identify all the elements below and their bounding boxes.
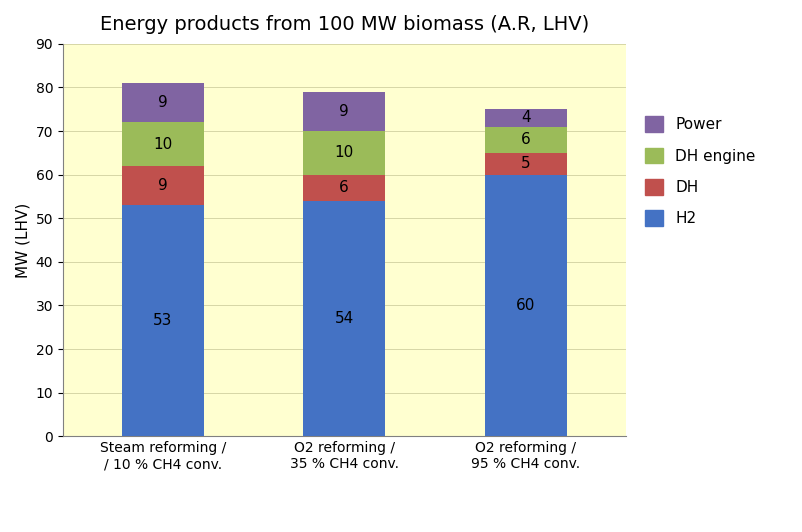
Text: 10: 10	[153, 137, 172, 152]
Bar	[122, 83, 204, 122]
Bar	[485, 109, 566, 127]
Legend: Power, DH engine, DH, H2: Power, DH engine, DH, H2	[639, 110, 762, 232]
Text: 9: 9	[339, 104, 349, 119]
Bar	[303, 131, 385, 174]
Text: 53: 53	[153, 313, 172, 328]
Title: Energy products from 100 MW biomass (A.R, LHV): Energy products from 100 MW biomass (A.R…	[99, 15, 589, 34]
Bar	[303, 201, 385, 436]
Text: 6: 6	[339, 180, 349, 195]
Text: 6: 6	[520, 132, 531, 147]
Bar	[485, 153, 566, 174]
Text: 54: 54	[334, 311, 354, 326]
Bar	[122, 205, 204, 436]
Text: 9: 9	[158, 95, 168, 110]
Text: 10: 10	[334, 145, 354, 160]
Bar	[485, 127, 566, 153]
Bar	[485, 174, 566, 436]
Bar	[303, 174, 385, 201]
Text: 9: 9	[158, 178, 168, 193]
Text: 60: 60	[516, 298, 536, 313]
Text: 5: 5	[521, 156, 531, 171]
Bar	[122, 166, 204, 205]
Bar	[303, 92, 385, 131]
Y-axis label: MW (LHV): MW (LHV)	[15, 203, 30, 278]
Bar	[122, 122, 204, 166]
Text: 4: 4	[521, 111, 531, 126]
